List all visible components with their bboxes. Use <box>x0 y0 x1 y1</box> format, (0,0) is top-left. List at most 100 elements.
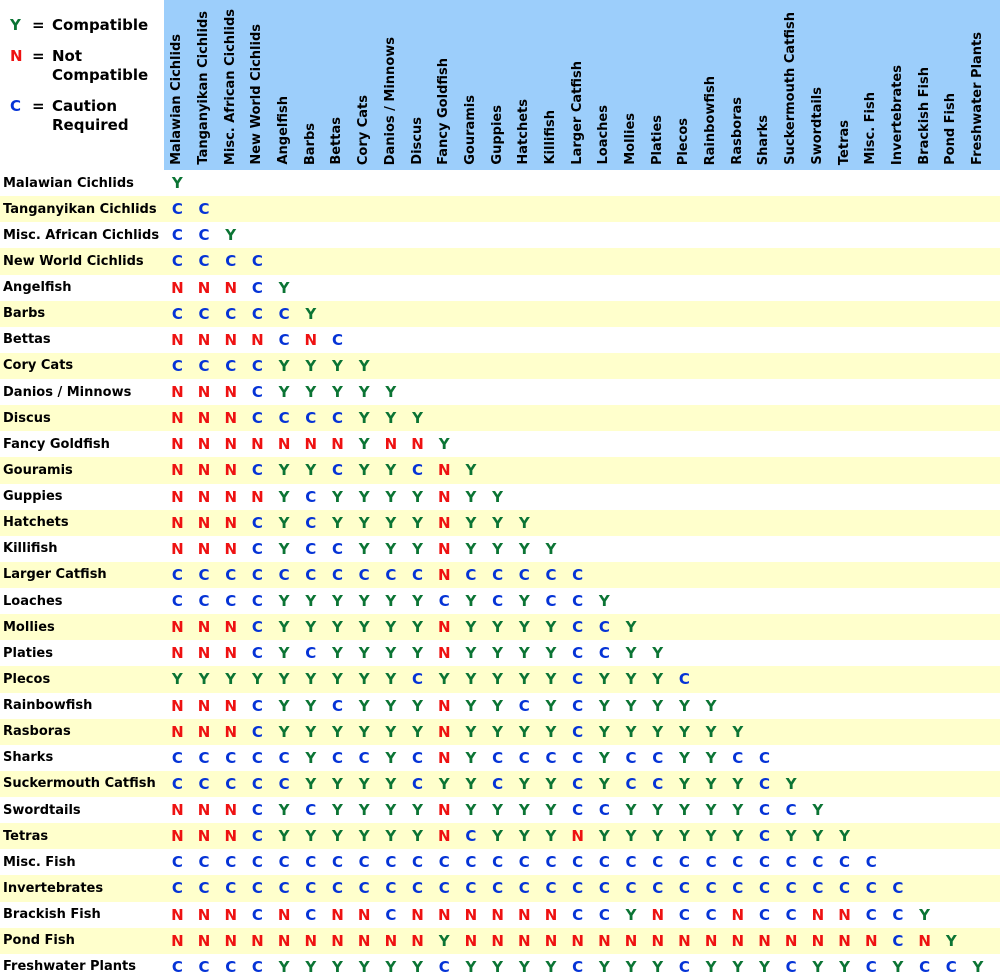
matrix-cell: C <box>572 644 584 663</box>
row-label: Invertebrates <box>3 880 104 896</box>
matrix-row: Platies N N N C Y C Y Y Y Y N Y Y Y Y C C Y Y <box>0 640 1000 667</box>
column-header: Misc. African Cichlids <box>217 0 244 170</box>
matrix-cell: Y <box>332 957 343 976</box>
matrix-cell: N <box>331 931 344 950</box>
matrix-cell: Y <box>545 801 557 819</box>
matrix-cell: C <box>465 853 477 872</box>
matrix-cell: C <box>278 748 290 767</box>
matrix-cell: Y <box>438 435 450 454</box>
matrix-row: Guppies N N N N Y C Y Y Y Y N Y Y <box>0 483 1000 510</box>
column-header-label: Mollies <box>623 113 639 165</box>
matrix-cell: Y <box>518 644 530 663</box>
matrix-cell: N <box>571 827 584 846</box>
matrix-cell: N <box>224 435 237 454</box>
matrix-cell: Y <box>385 827 397 846</box>
matrix-cell: Y <box>385 539 397 558</box>
matrix-cell: C <box>385 879 397 898</box>
matrix-cell: C <box>652 774 664 793</box>
matrix-cell: Y <box>705 748 717 767</box>
matrix-row: Tanganyikan Cichlids C C <box>0 196 1000 223</box>
matrix-cell: N <box>437 827 451 846</box>
matrix-cell: N <box>731 931 745 950</box>
matrix-cell: Y <box>385 513 397 532</box>
matrix-cell: C <box>598 801 610 819</box>
matrix-cell: C <box>625 774 637 793</box>
matrix-cell: Y <box>492 957 504 976</box>
matrix-cell: Y <box>518 957 530 976</box>
matrix-row: Fancy Goldfish N N N N N N N Y N N Y <box>0 431 1000 458</box>
matrix-cell: Y <box>305 461 317 480</box>
matrix-cell: C <box>251 565 263 584</box>
matrix-cell: N <box>171 722 184 741</box>
matrix-cell: C <box>572 565 584 584</box>
matrix-cell: N <box>171 827 184 846</box>
matrix-cell: N <box>224 383 237 401</box>
column-header: Bettas <box>324 0 351 170</box>
matrix-cell: Y <box>278 696 290 715</box>
matrix-cell: N <box>224 722 237 741</box>
matrix-cell: Y <box>545 618 557 637</box>
matrix-cell: C <box>492 565 504 584</box>
matrix-cell: Y <box>332 618 343 637</box>
matrix-cell: Y <box>812 827 824 846</box>
column-header: Danios / Minnows <box>378 0 405 170</box>
matrix-cell: Y <box>385 383 397 401</box>
matrix-cell: C <box>839 879 851 898</box>
matrix-cell: C <box>305 905 317 924</box>
matrix-cell: C <box>412 670 424 689</box>
legend-equals: = <box>32 47 45 65</box>
matrix-row: Larger Catfish C C C C C C C C C C N C C C C C <box>0 561 1000 588</box>
matrix-cell: C <box>251 748 263 767</box>
matrix-cell: C <box>572 879 584 898</box>
matrix-cell: Y <box>545 644 557 663</box>
column-header: Platies <box>644 0 671 170</box>
matrix-cell: N <box>331 435 344 454</box>
matrix-cell: Y <box>598 748 610 767</box>
matrix-cell: C <box>758 879 770 898</box>
matrix-cell: N <box>384 931 398 950</box>
matrix-cell: Y <box>598 774 610 793</box>
matrix-cell: C <box>518 853 530 872</box>
matrix-row: Killifish N N N C Y C C Y Y Y N Y Y Y Y <box>0 535 1000 562</box>
matrix-cell: Y <box>305 696 317 715</box>
matrix-cell: C <box>305 565 317 584</box>
matrix-cell: C <box>251 618 263 637</box>
matrix-cell: Y <box>465 696 477 715</box>
matrix-row: Mollies N N N C Y Y Y Y Y Y N Y Y Y Y C C Y <box>0 614 1000 641</box>
matrix-cell: Y <box>705 774 717 793</box>
matrix-cell: C <box>171 304 183 323</box>
matrix-cell: C <box>251 461 263 480</box>
column-header: Tanganyikan Cichlids <box>191 0 218 170</box>
matrix-cell: Y <box>598 670 610 689</box>
matrix-cell: C <box>625 879 637 898</box>
column-header: Barbs <box>297 0 324 170</box>
matrix-cell: C <box>225 356 237 375</box>
matrix-cell: Y <box>545 539 557 558</box>
matrix-cell: Y <box>305 722 317 741</box>
matrix-cell: Y <box>358 774 370 793</box>
matrix-row: New World Cichlids C C C C <box>0 248 1000 275</box>
matrix-cell: Y <box>412 618 423 637</box>
matrix-cell: C <box>358 565 370 584</box>
column-headers: Malawian Cichlids Tanganyikan Cichlids Mis… <box>164 0 1000 170</box>
matrix-cell: Y <box>812 957 824 976</box>
column-header: Rasboras <box>724 0 751 170</box>
matrix-row: Hatchets N N N C Y C Y Y Y Y N Y Y Y <box>0 509 1000 536</box>
matrix-cell: Y <box>972 957 984 976</box>
matrix-cell: Y <box>598 827 610 846</box>
matrix-cell: C <box>198 748 210 767</box>
matrix-row: Misc. Fish C C C C C C C C C C C C C C C C C C C C C C C C C C C <box>0 849 1000 876</box>
column-header: Loaches <box>591 0 618 170</box>
matrix-cell: C <box>758 748 770 767</box>
row-label: Discus <box>3 410 51 426</box>
matrix-cell: Y <box>278 801 290 819</box>
matrix-cell: C <box>171 252 183 271</box>
matrix-cell: Y <box>332 513 343 532</box>
matrix-cell: N <box>224 905 237 924</box>
matrix-cell: Y <box>518 513 530 532</box>
matrix-cell: Y <box>358 487 370 506</box>
matrix-cell: Y <box>492 644 504 663</box>
matrix-cell: C <box>278 774 290 793</box>
matrix-cell: N <box>197 722 211 741</box>
matrix-cell: Y <box>625 722 637 741</box>
